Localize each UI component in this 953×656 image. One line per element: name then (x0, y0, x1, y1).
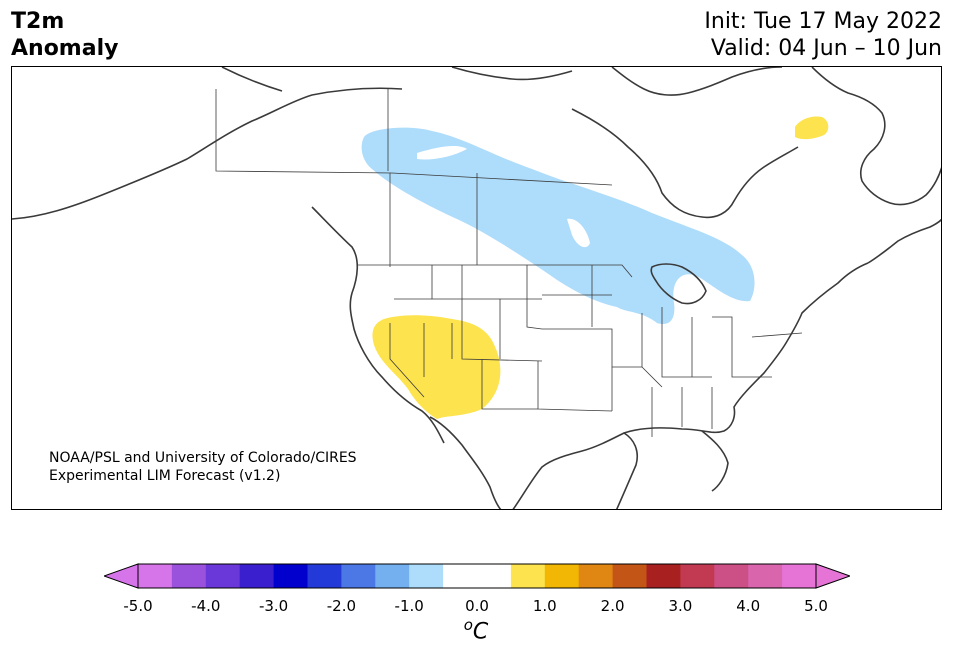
init-date: Init: Tue 17 May 2022 (704, 9, 942, 34)
colorbar-tick-label: -3.0 (258, 597, 289, 615)
variable-subtitle: Anomaly (11, 36, 119, 61)
colorbar-segment (341, 564, 376, 588)
state-province-borders (215, 89, 803, 437)
cool-anomaly-gap (567, 218, 590, 248)
coastlines (12, 67, 941, 509)
colorbar-segment (748, 564, 783, 588)
warm-anomaly-northeast (795, 116, 829, 140)
forecast-dates: Init: Tue 17 May 2022 Valid: 04 Jun – 10… (704, 8, 942, 62)
colorbar-segment (477, 564, 512, 588)
colorbar-segment (443, 564, 478, 588)
map-canvas (12, 67, 941, 509)
colorbar-segment (409, 564, 444, 588)
colorbar-segment (544, 564, 580, 588)
credit-text: NOAA/PSL and University of Colorado/CIRE… (49, 449, 357, 485)
colorbar-segment (646, 564, 681, 588)
colorbar-segment (680, 564, 715, 588)
colorbar-tick-label: 3.0 (668, 597, 693, 615)
colorbar-segment (510, 564, 546, 588)
colorbar-tick-label: -2.0 (326, 597, 357, 615)
colorbar-unit: oC (464, 616, 489, 644)
colorbar-segment (205, 564, 241, 588)
colorbar-min-extension (104, 563, 139, 589)
map-title: T2m Anomaly (11, 8, 118, 62)
valid-date: Valid: 04 Jun – 10 Jun (710, 36, 942, 61)
colorbar-segment (307, 564, 342, 588)
colorbar-segment (239, 564, 275, 588)
colorbar (104, 563, 850, 589)
colorbar-outline (137, 563, 817, 589)
colorbar-segment (578, 564, 614, 588)
colorbar-segment (612, 564, 647, 588)
colorbar-segment (273, 564, 308, 588)
colorbar-segments (138, 564, 817, 588)
colorbar-segment (714, 564, 749, 588)
colorbar-tick-label: 1.0 (532, 597, 557, 615)
cool-anomaly-gap (417, 146, 467, 160)
credit-line-2: Experimental LIM Forecast (v1.2) (49, 468, 281, 484)
colorbar-tick-label: -4.0 (191, 597, 221, 615)
credit-line-1: NOAA/PSL and University of Colorado/CIRE… (49, 450, 357, 466)
colorbar-tick-labels: -5.0 -4.0 -3.0 -2.0 -1.0 0.0 1.0 2.0 3.0 4.0 5.0 (0, 597, 953, 617)
map-panel (11, 66, 942, 510)
colorbar-tick-label: 5.0 (804, 597, 828, 615)
colorbar-segment (782, 564, 817, 588)
unit-letter: C (472, 619, 489, 645)
colorbar-segment (138, 564, 173, 588)
variable-name: T2m (11, 9, 65, 34)
colorbar-tick-label: 2.0 (600, 597, 625, 615)
colorbar-tick-label: 0.0 (465, 597, 489, 615)
colorbar-tick-label: 4.0 (736, 597, 761, 615)
degree-symbol: o (463, 616, 473, 634)
colorbar-tick-label: -5.0 (123, 597, 153, 615)
colorbar-tick-label: -1.0 (394, 597, 424, 615)
colorbar-segment (171, 564, 207, 588)
warm-anomaly-southwest (372, 315, 501, 419)
colorbar-max-extension (815, 563, 850, 589)
colorbar-segment (375, 564, 410, 588)
